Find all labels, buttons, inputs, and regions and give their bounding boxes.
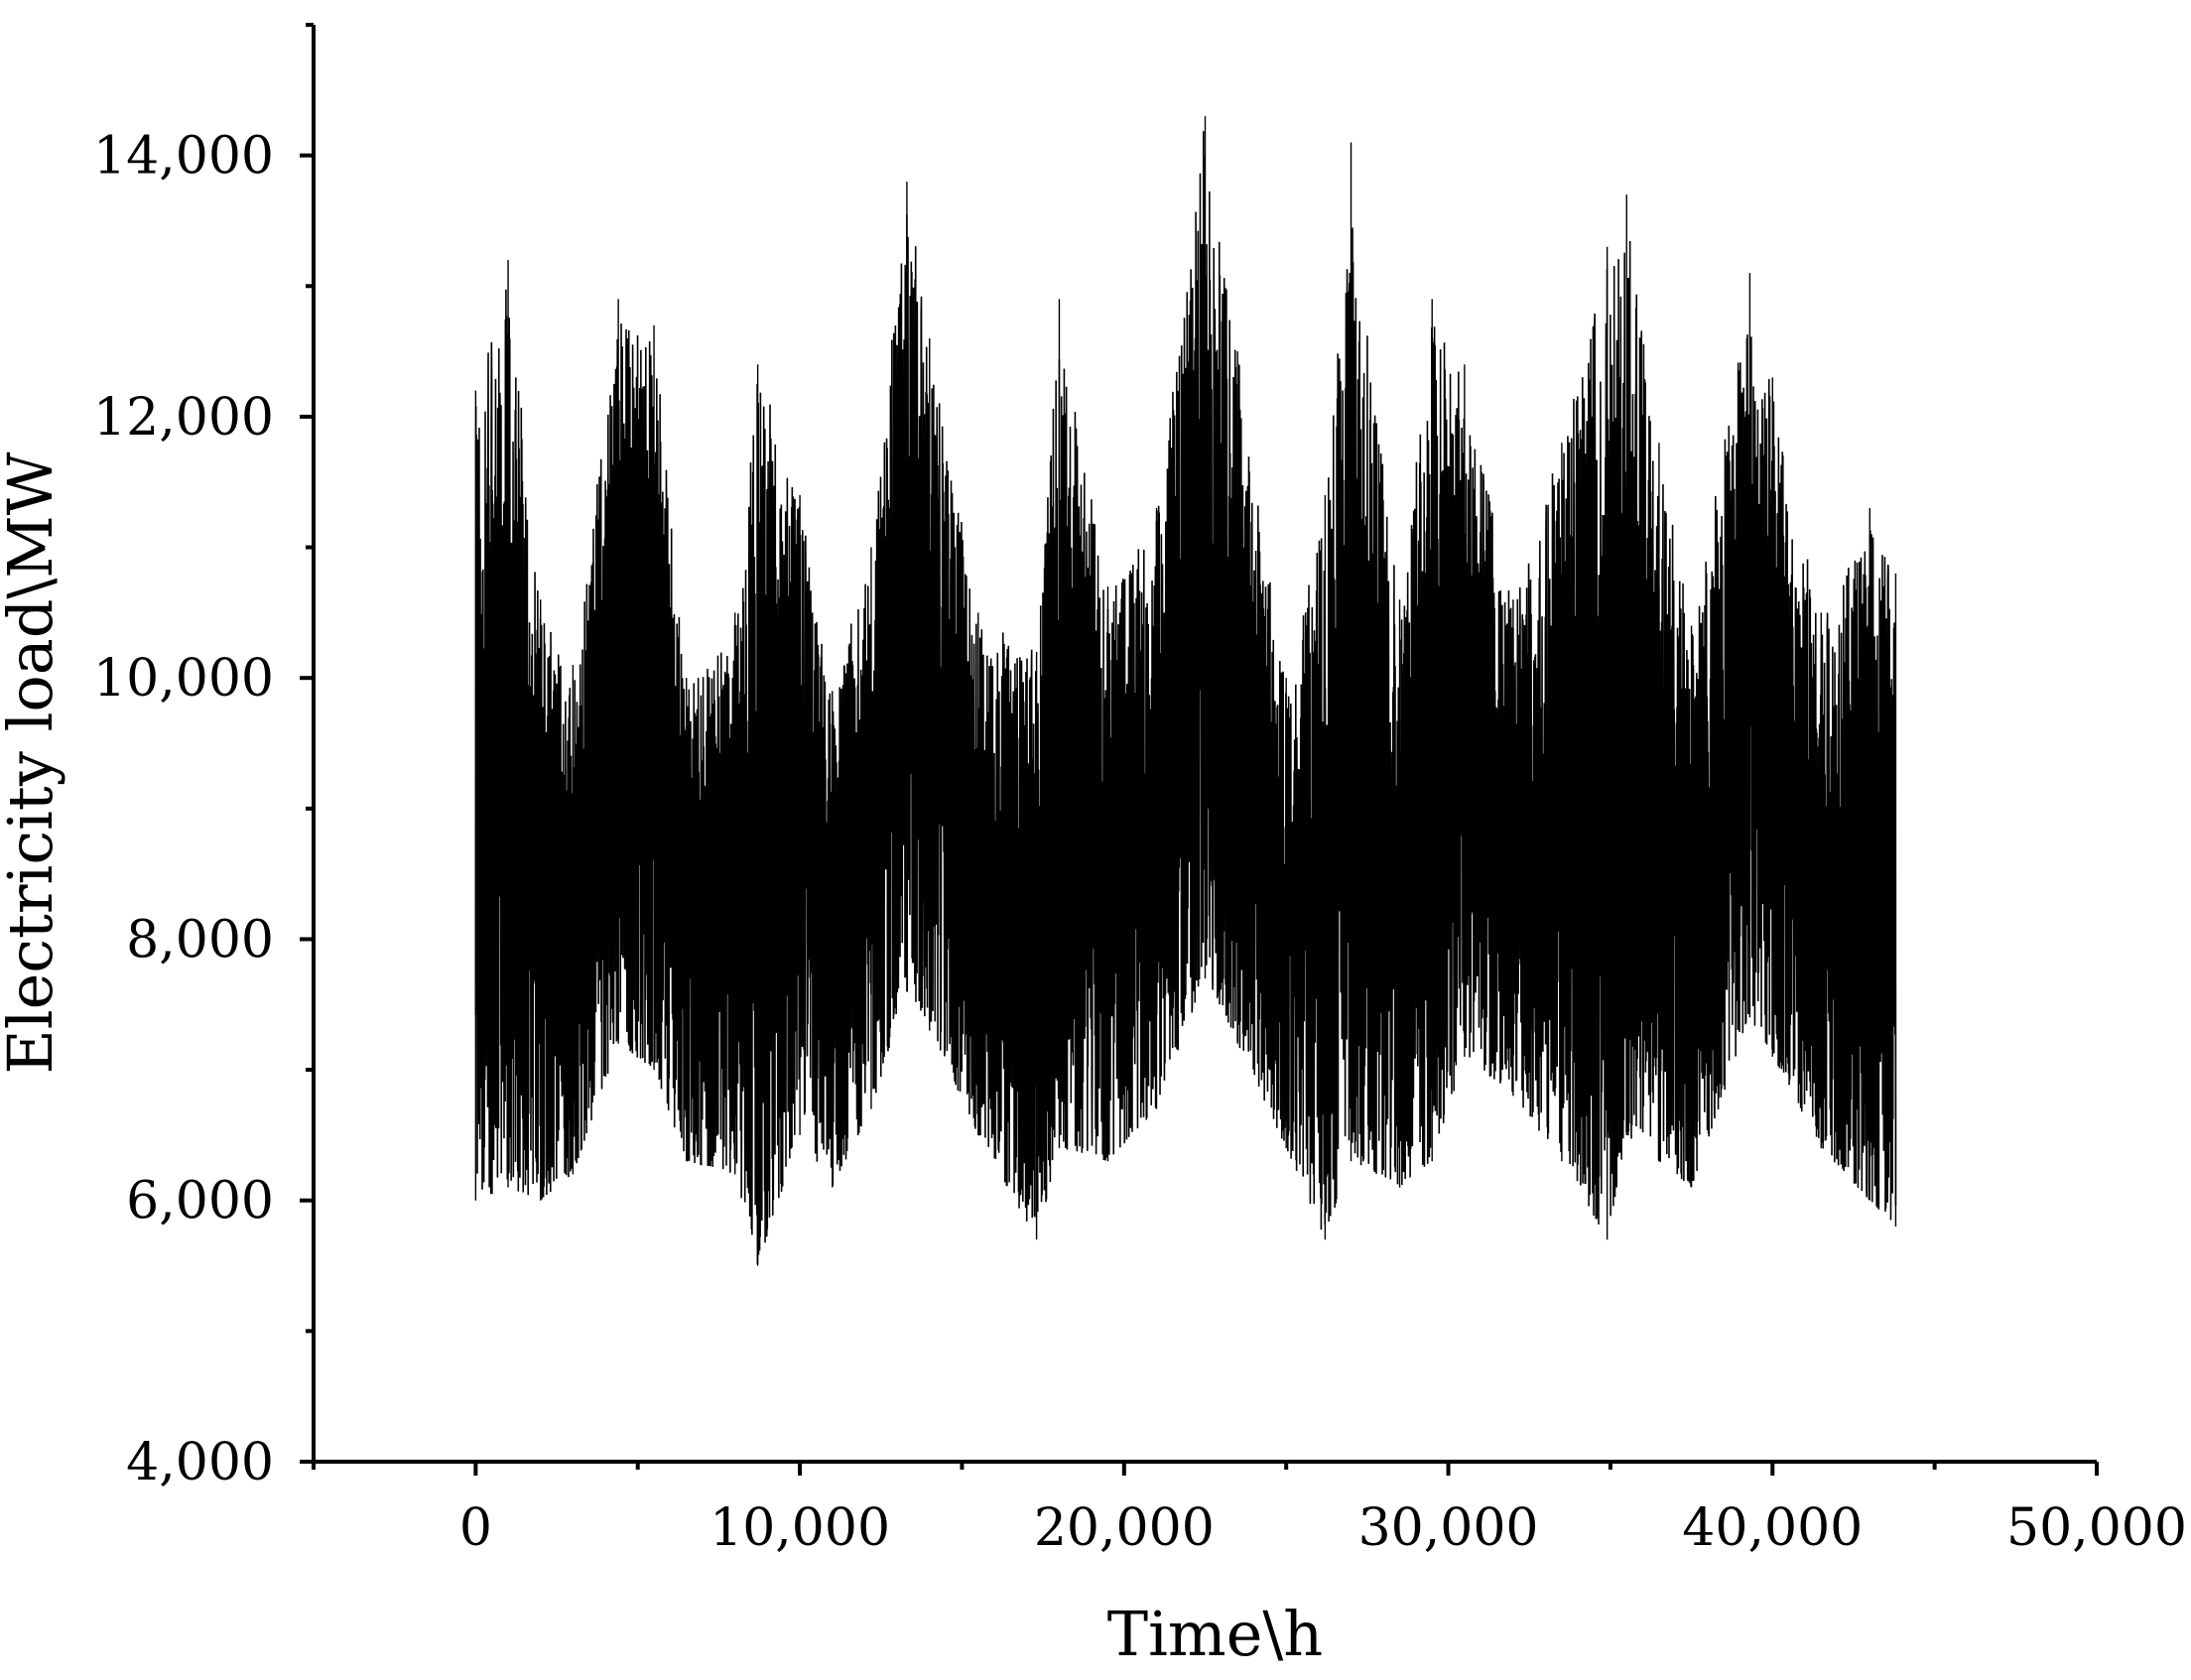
x-axis-title: Time\h	[1107, 1598, 1323, 1670]
y-axis-title: Electricity load\MW	[0, 452, 66, 1074]
y-tick-label: 8,000	[126, 910, 274, 969]
x-tick-label: 0	[459, 1498, 492, 1558]
x-tick-label: 40,000	[1682, 1498, 1863, 1558]
load-series-line	[474, 131, 1897, 1265]
x-tick-label: 50,000	[2006, 1498, 2187, 1558]
y-tick-label: 6,000	[126, 1172, 274, 1231]
x-tick-label: 10,000	[709, 1498, 890, 1558]
x-tick-label: 30,000	[1358, 1498, 1539, 1558]
y-tick-label: 14,000	[93, 127, 274, 187]
axes-layer	[312, 25, 2097, 1464]
y-tick-label: 10,000	[93, 649, 274, 709]
y-tick-label: 12,000	[93, 388, 274, 448]
y-tick-label: 4,000	[126, 1433, 274, 1492]
series-layer	[474, 116, 1897, 1266]
x-tick-label: 20,000	[1034, 1498, 1215, 1558]
ticks-layer: 4,000 6,000 8,000 10,000 12,000 14,000 0 10,000…	[93, 23, 2187, 1558]
